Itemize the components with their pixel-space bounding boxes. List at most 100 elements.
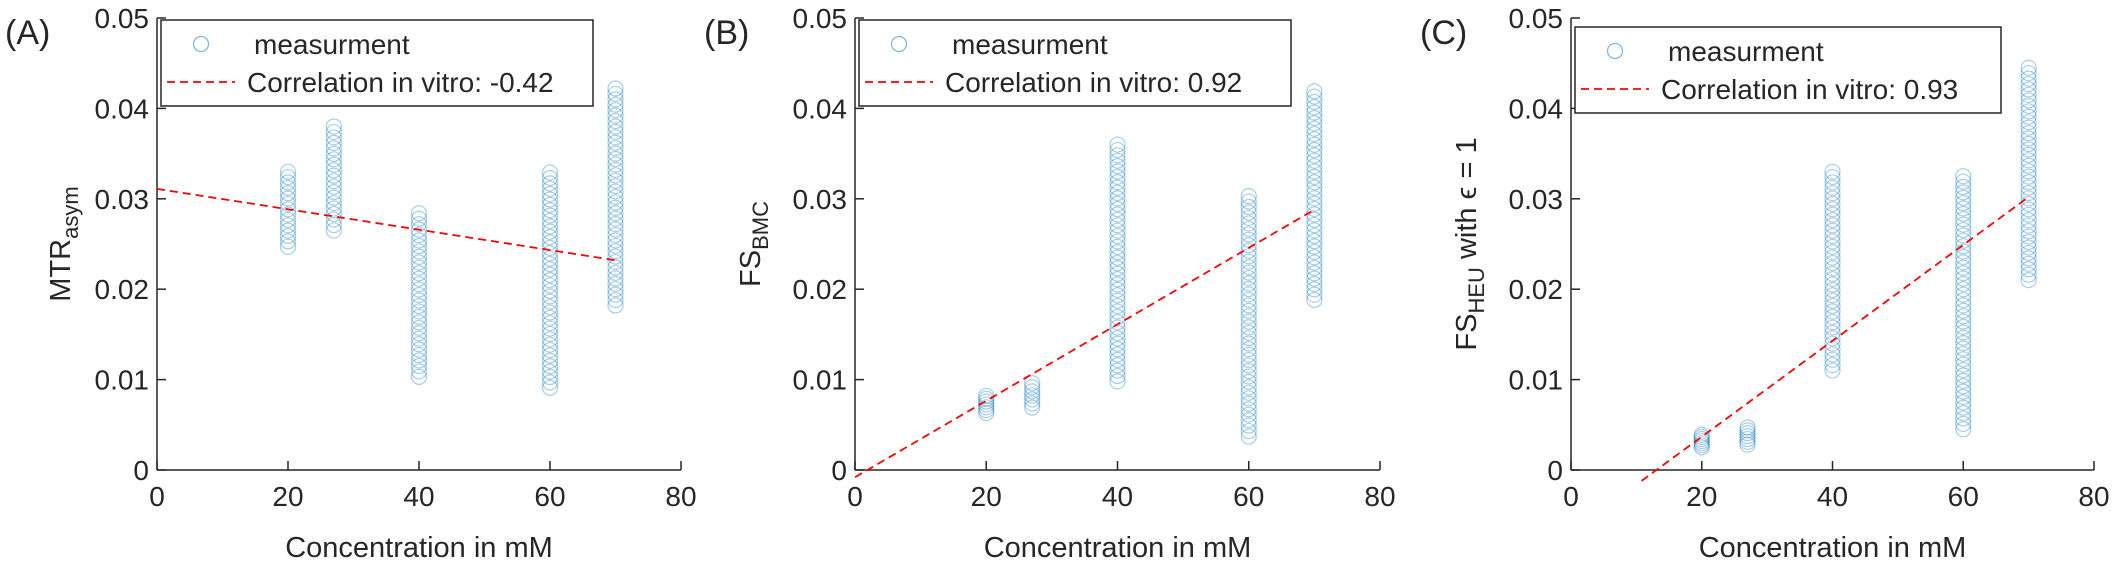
data-point [1824,330,1841,347]
data-point [279,185,297,202]
data-point [279,190,297,207]
data-point [1955,178,1972,196]
data-point [2020,108,2037,125]
data-point [1240,313,1257,330]
data-point [541,169,559,187]
data-point [410,276,428,293]
data-point [1955,275,1972,293]
legend-label-measurment: measurment [952,29,1108,60]
data-point [607,253,624,271]
data-point [607,286,624,303]
data-point [2020,206,2037,223]
data-point [1955,356,1972,373]
data-point [541,272,559,289]
data-point [1240,395,1257,412]
data-point [1306,222,1323,239]
data-point [1824,244,1841,261]
panel-label: (A) [5,14,50,52]
data-point [541,288,559,305]
data-point [1824,357,1841,374]
data-point [1824,233,1841,250]
data-point [1240,280,1257,298]
data-point [1955,313,1972,330]
data-point [1109,303,1126,320]
data-point [607,221,624,238]
data-point [1109,233,1126,250]
data-point [2020,141,2037,158]
data-point [1109,190,1126,207]
data-point [1955,372,1972,389]
legend-marker-icon [1606,42,1624,60]
data-point [1955,329,1972,346]
data-point [1109,292,1126,309]
data-point [1824,362,1841,379]
data-point [1240,204,1257,221]
data-point [1306,265,1323,282]
legend-box [1574,26,2002,114]
data-point [1306,291,1323,309]
data-point [1955,405,1972,422]
data-point [1955,270,1972,287]
data-point [1306,259,1323,277]
chart-panel: (B) 0 0.01 0.02 0.03 0.04 0.05 0 20 40 60 80 Concent… [704,3,1396,564]
data-point [2020,261,2037,278]
data-point [1955,265,1972,282]
x-tick-label: 20 [1686,481,1717,512]
data-point [1109,201,1126,218]
y-tick-label: 0.04 [1509,93,1564,124]
data-point [2020,201,2037,218]
data-point [1739,422,1756,439]
data-point [1109,184,1126,202]
data-point [1240,291,1257,309]
data-point [279,201,297,218]
data-point [1306,211,1323,228]
data-point [1955,367,1972,384]
data-point [1109,281,1126,298]
data-point [279,168,297,186]
data-point [1693,426,1710,443]
data-point [1306,286,1323,303]
data-point [1955,421,1972,438]
legend-box [858,19,1292,107]
data-point [1824,228,1841,245]
data-point [1824,335,1841,352]
data-point [1739,433,1756,450]
data-point [1955,399,1972,416]
data-point [410,352,428,369]
data-point [1306,136,1323,153]
data-point [1955,302,1972,319]
data-point [1109,271,1126,288]
y-axis-label: FSBMC [735,201,773,287]
data-point [1955,324,1972,341]
chart-panel: (C) 0 0.01 0.02 0.03 0.04 0.05 0 20 40 60 80 Concent… [1420,3,2110,564]
data-point [1955,221,1972,239]
data-point [410,303,428,320]
data-point [1240,417,1257,434]
data-point [1109,195,1126,212]
data-point [1240,193,1257,210]
data-point [1109,341,1126,358]
data-point [1693,437,1710,454]
data-point [410,237,428,255]
series-measurment [1693,59,2037,456]
data-point [1306,238,1323,255]
y-tick-label: 0.05 [95,3,150,34]
data-point [2020,157,2037,174]
data-point [1240,362,1257,380]
data-point [607,145,624,162]
data-point [607,102,624,119]
x-tick-label: 20 [971,481,1002,512]
data-point [607,107,624,124]
data-point [1824,195,1841,213]
data-point [325,173,342,190]
data-point [279,195,297,212]
data-point [1955,351,1972,368]
data-point [2020,168,2037,185]
data-point [1306,163,1323,180]
data-point [2020,81,2037,98]
y-tick-label: 0.03 [1509,184,1564,215]
data-point [1240,357,1257,374]
data-point [1955,281,1972,298]
data-point [1306,179,1323,196]
data-point [607,91,624,108]
